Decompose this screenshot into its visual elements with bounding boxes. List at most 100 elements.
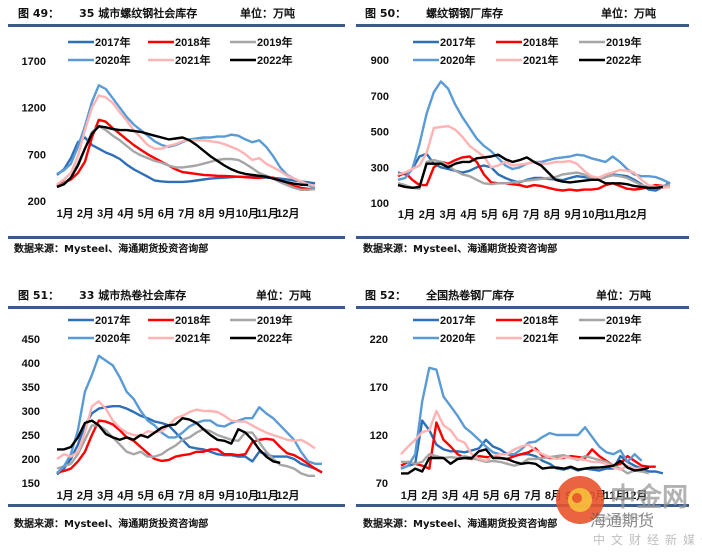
x-tick-label: 11月 xyxy=(256,207,279,220)
x-tick-label: 2月 xyxy=(77,489,94,502)
series-line-2019 xyxy=(56,424,315,478)
y-tick-label: 400 xyxy=(22,358,40,370)
x-tick-label: 8月 xyxy=(198,207,215,220)
chart-panel-50: 图 50： 螺纹钢钢厂库存 单位：万吨 100 300 500 700 900 1月 2月 3月… xyxy=(351,0,702,275)
legend-label: 2022年 xyxy=(606,53,641,67)
source-note: 数据来源：Mysteel、海通期货投资咨询部 xyxy=(363,244,558,255)
y-tick-label: 500 xyxy=(371,127,389,139)
y-tick-label: 150 xyxy=(22,478,40,490)
legend-label: 2020年 xyxy=(95,331,130,345)
x-tick-label: 5月 xyxy=(483,489,500,502)
legend-label: 2019年 xyxy=(257,35,292,49)
legend-label: 2022年 xyxy=(606,331,641,345)
legend-label: 2017年 xyxy=(95,35,130,49)
legend-label: 2020年 xyxy=(95,53,130,67)
y-tick-label: 450 xyxy=(22,334,40,346)
legend-label: 2019年 xyxy=(606,313,641,327)
title-text: 全国热卷钢厂库存 xyxy=(426,289,515,302)
x-tick-label: 12月 xyxy=(276,207,299,220)
title-text: 35 城市螺纹钢社会库存 xyxy=(79,7,198,20)
legend-label: 2021年 xyxy=(523,331,558,345)
y-tick-label: 200 xyxy=(22,454,40,466)
x-tick-label: 8月 xyxy=(544,208,561,221)
x-tick-label: 9月 xyxy=(565,208,582,221)
series-line-2020 xyxy=(56,354,322,475)
legend-label: 2017年 xyxy=(440,35,475,49)
unit-label: 单位：万吨 xyxy=(240,7,295,20)
series-line-2020 xyxy=(400,366,643,470)
legend-label: 2021年 xyxy=(523,53,558,67)
chart-title: 图 51： 33 城市热卷社会库存 xyxy=(18,287,186,303)
x-tick-label: 10月 xyxy=(236,207,259,220)
x-tick-label: 9月 xyxy=(219,207,236,220)
y-tick-label: 100 xyxy=(371,198,389,210)
unit-label: 单位：万吨 xyxy=(596,289,651,302)
line-chart: 200 700 1200 1700 1月 2月 3月 4月 5月 6月 7月 8月 9月 10月11月12… xyxy=(22,35,316,220)
series-line-2017 xyxy=(56,404,323,476)
x-tick-label: 6月 xyxy=(504,489,521,502)
chart-panel-49: 图 49： 35 城市螺纹钢社会库存 单位：万吨 200 700 1200 1700 1月… xyxy=(0,0,351,275)
title-text: 33 城市热卷社会库存 xyxy=(79,289,187,302)
y-tick-label: 300 xyxy=(371,162,389,174)
legend-label: 2020年 xyxy=(440,331,475,345)
legend-label: 2019年 xyxy=(257,313,292,327)
x-tick-label: 3月 xyxy=(440,208,457,221)
x-tick-label: 4月 xyxy=(117,207,134,220)
top-rule xyxy=(8,306,345,309)
chart-panel-52: 图 52： 全国热卷钢厂库存 单位：万吨 70 120 170 220 1月 2月 3月 4月 5… xyxy=(351,275,702,550)
figure-number: 图 52： xyxy=(365,289,407,302)
bottom-rule xyxy=(356,504,689,507)
chart-title: 图 49： 35 城市螺纹钢社会库存 xyxy=(18,5,197,21)
x-tick-label: 1月 xyxy=(57,489,74,502)
x-tick-label: 1月 xyxy=(401,489,418,502)
legend-label: 2017年 xyxy=(95,313,130,327)
x-tick-label: 4月 xyxy=(462,489,479,502)
line-chart: 100 300 500 700 900 1月 2月 3月 4月 5月 6月 7月 8月 9月 10月11月1… xyxy=(371,35,671,221)
chart-title: 图 52： 全国热卷钢厂库存 xyxy=(365,287,514,303)
y-tick-label: 700 xyxy=(28,149,46,161)
x-tick-label: 5月 xyxy=(138,207,155,220)
x-tick-label: 6月 xyxy=(158,489,175,502)
x-tick-label: 12月 xyxy=(624,208,647,221)
series-line-2022 xyxy=(397,153,663,190)
x-tick-label: 10月 xyxy=(583,489,606,502)
x-tick-label: 7月 xyxy=(524,489,541,502)
x-tick-label: 7月 xyxy=(523,208,540,221)
x-tick-label: 3月 xyxy=(442,489,459,502)
series-line-2021 xyxy=(56,400,316,460)
y-tick-label: 70 xyxy=(376,478,388,490)
y-tick-label: 700 xyxy=(371,91,389,103)
top-rule xyxy=(356,24,689,27)
y-tick-label: 220 xyxy=(370,334,388,346)
source-note: 数据来源：Mysteel、海通期货投资咨询部 xyxy=(14,519,209,530)
x-tick-label: 10月 xyxy=(582,208,605,221)
source-note: 数据来源：Mysteel、海通期货投资咨询部 xyxy=(14,244,209,255)
x-tick-label: 9月 xyxy=(565,489,582,502)
series-line-2019 xyxy=(397,158,671,190)
unit-label: 单位：万吨 xyxy=(601,7,656,20)
x-tick-label: 8月 xyxy=(198,489,215,502)
x-tick-label: 12月 xyxy=(624,489,647,502)
legend-label: 2021年 xyxy=(175,53,210,67)
series-line-2017 xyxy=(400,419,664,475)
source-note: 数据来源：Mysteel、海通期货投资咨询部 xyxy=(363,519,558,530)
x-tick-label: 9月 xyxy=(219,489,236,502)
x-tick-label: 10月 xyxy=(236,489,259,502)
series-line-2022 xyxy=(57,416,281,464)
figure-number: 图 50： xyxy=(365,7,407,20)
legend-label: 2018年 xyxy=(523,35,558,49)
series-line-2018 xyxy=(56,419,323,474)
x-tick-label: 12月 xyxy=(276,489,299,502)
bottom-rule xyxy=(8,504,345,507)
x-tick-label: 1月 xyxy=(398,208,415,221)
y-tick-label: 350 xyxy=(22,382,40,394)
figure-number: 图 49： xyxy=(18,7,60,20)
x-tick-label: 2月 xyxy=(421,489,438,502)
x-tick-label: 5月 xyxy=(481,208,498,221)
legend-label: 2022年 xyxy=(257,53,292,67)
y-tick-label: 1700 xyxy=(22,56,46,68)
x-tick-label: 11月 xyxy=(604,489,627,502)
series-line-2022 xyxy=(56,125,309,189)
top-rule xyxy=(8,24,345,27)
